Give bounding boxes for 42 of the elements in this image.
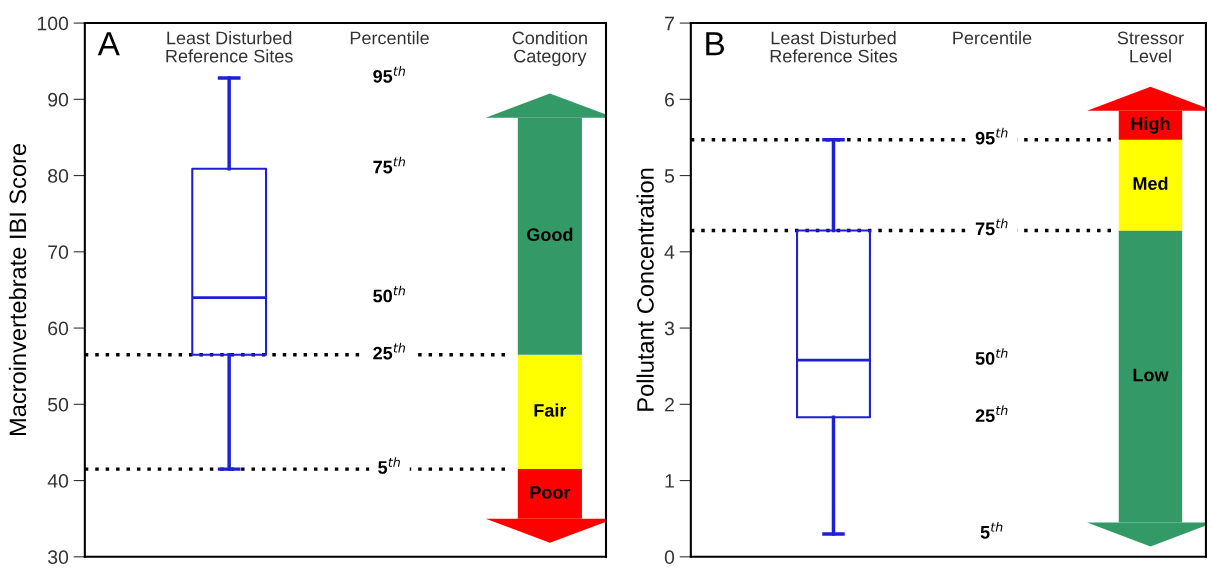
annotation: 5$^{th}$	[378, 457, 400, 474]
annotation: 75$^{th}$	[373, 156, 405, 174]
annotation: Condition Category	[512, 31, 587, 67]
y-tick-label: 80	[48, 169, 69, 183]
y-tick-label: 40	[47, 474, 69, 488]
y-axis-title: Pollutant Concentration	[636, 168, 654, 411]
y-tick-label: 7	[665, 16, 674, 31]
y-tick-label: 6	[665, 92, 675, 107]
y-tick-label: 60	[48, 321, 69, 336]
annotation: 50$^{th}$	[373, 285, 405, 303]
y-tick-label: 3	[664, 321, 675, 336]
y-axis-title: Macroinvertebrate IBI Score	[8, 144, 27, 435]
chart-title: A	[97, 32, 120, 56]
band-label: Fair	[534, 403, 567, 417]
band-label: High	[1131, 116, 1170, 134]
x-tick-label: Least Disturbed Reference Sites	[166, 31, 293, 63]
band-label: Med	[1133, 176, 1168, 190]
y-tick-label: 50	[48, 397, 69, 412]
annotation: 95$^{th}$	[373, 66, 405, 83]
y-tick-label: 4	[664, 245, 675, 259]
y-tick-label: 90	[48, 92, 69, 107]
y-tick-label: 70	[48, 245, 69, 260]
annotation: 25$^{th}$	[975, 405, 1008, 423]
y-tick-label: 5	[664, 169, 675, 183]
annotation: 25$^{th}$	[373, 342, 405, 360]
annotation: 95$^{th}$	[975, 127, 1008, 145]
x-tick-label: Least Disturbed Reference Sites	[770, 31, 898, 63]
annotation: Percentile	[350, 31, 429, 45]
annotation: 50$^{th}$	[975, 348, 1008, 365]
y-tick-label: 100	[37, 16, 69, 31]
band-label: Poor	[530, 486, 571, 499]
annotation: 75$^{th}$	[975, 218, 1008, 236]
y-tick-label: 0	[664, 550, 675, 565]
annotation: Stressor Level	[1117, 31, 1184, 63]
band-label: Good	[527, 227, 573, 242]
band-label: Low	[1133, 368, 1169, 382]
y-tick-label: 30	[47, 550, 69, 565]
annotation: Percentile	[953, 31, 1032, 45]
y-tick-label: 1	[665, 474, 674, 488]
y-tick-label: 2	[665, 397, 674, 412]
chart-title: B	[706, 32, 724, 56]
annotation: 5$^{th}$	[980, 521, 1003, 539]
